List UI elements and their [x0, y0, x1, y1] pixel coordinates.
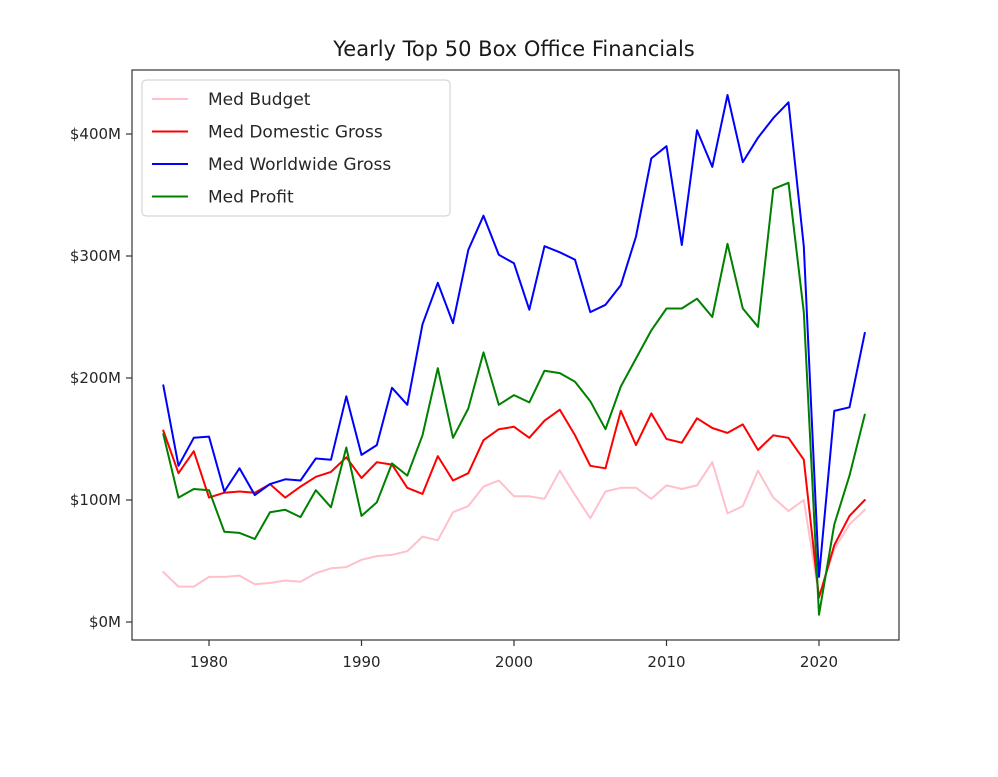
y-tick-label: $300M [70, 247, 121, 265]
x-tick-label: 2010 [647, 653, 685, 671]
legend-label: Med Worldwide Gross [208, 155, 391, 175]
x-tick-label: 2020 [800, 653, 838, 671]
legend-label: Med Profit [208, 188, 294, 208]
series-line-med-worldwide-gross [162, 94, 866, 578]
legend-label: Med Budget [208, 90, 311, 110]
series-line-med-domestic-gross [162, 408, 866, 599]
x-tick-label: 1990 [342, 653, 380, 671]
legend-label: Med Domestic Gross [208, 123, 383, 143]
legend-box [141, 79, 451, 217]
y-tick-label: $0M [89, 613, 121, 631]
y-tick-label: $100M [70, 491, 121, 509]
plot-area-frame [131, 69, 900, 641]
series-lines [162, 94, 866, 616]
x-tick-label: 2000 [495, 653, 533, 671]
y-axis: $0M $100M $200M $300M $400M [70, 125, 132, 631]
y-tick-label: $200M [70, 369, 121, 387]
x-axis: 1980 1990 2000 2010 2020 [190, 640, 838, 671]
y-tick-label: $400M [70, 125, 121, 143]
series-line-med-profit [162, 181, 866, 616]
x-tick-label: 1980 [190, 653, 228, 671]
series-line-med-budget [162, 461, 866, 598]
legend: Med Budget Med Domestic Gross Med Worldwid… [141, 79, 451, 217]
chart-title: Yearly Top 50 Box Office Financials [332, 37, 695, 61]
